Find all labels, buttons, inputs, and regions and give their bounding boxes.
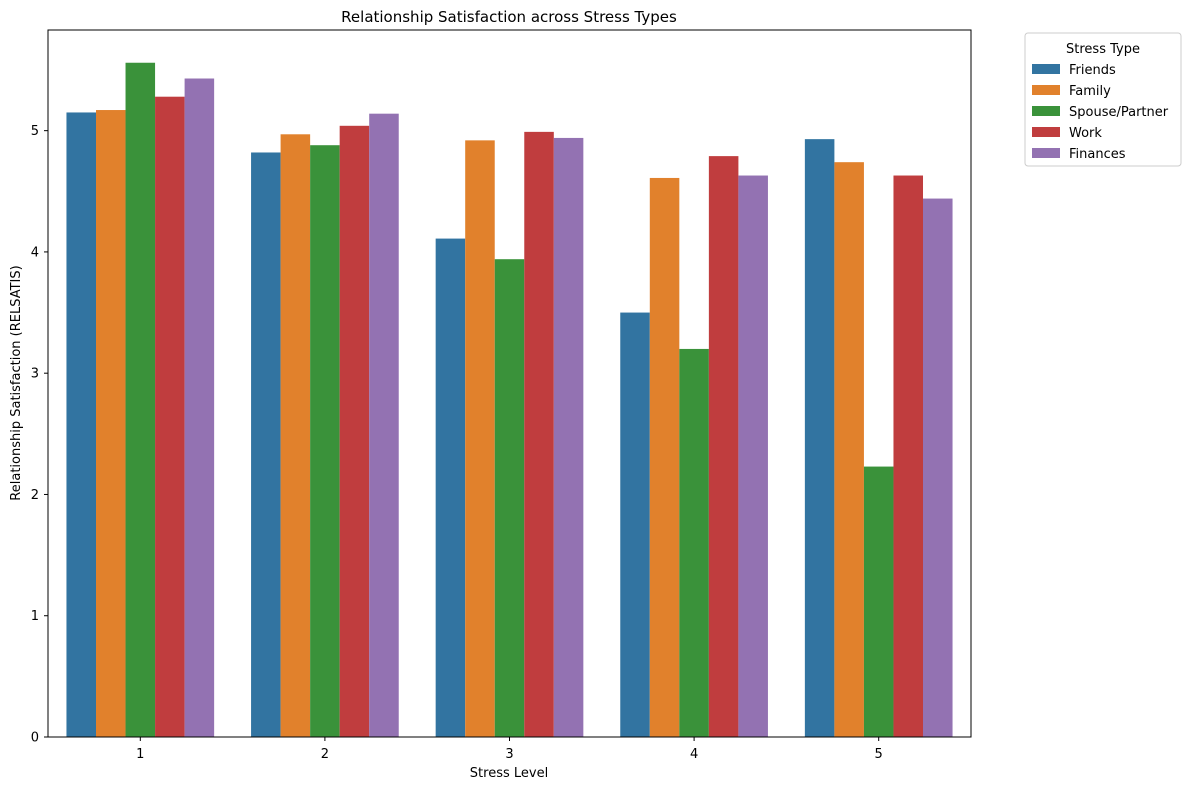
x-tick-label: 4 [690, 747, 698, 762]
y-tick-label: 0 [31, 731, 39, 746]
bar [649, 177, 680, 737]
bar [553, 137, 584, 737]
legend-label: Family [1069, 84, 1111, 99]
bar [369, 113, 399, 738]
bar [863, 466, 894, 737]
legend-label: Work [1069, 126, 1102, 141]
bar [804, 139, 835, 738]
legend-swatch [1032, 106, 1060, 116]
bar [524, 131, 554, 737]
legend-items: Friends Family Spouse/Partner Work Finances [1032, 63, 1169, 162]
bar [280, 134, 311, 737]
x-tick-label: 5 [875, 747, 883, 762]
bar [923, 198, 953, 737]
legend: Stress Type Friends Family Spouse/Partner W… [1024, 32, 1182, 167]
y-tick-label: 2 [31, 488, 39, 503]
y-axis-label: Relationship Satisfaction (RELSATIS) [9, 265, 24, 500]
bar [708, 156, 739, 738]
bar [893, 175, 924, 737]
y-tick-label: 5 [31, 124, 39, 139]
axes-layer: 0 1 2 3 4 5 1 2 3 4 5 [31, 29, 972, 762]
x-tick-label: 2 [321, 747, 329, 762]
bar [339, 125, 370, 738]
bar [66, 112, 96, 737]
legend-label: Friends [1069, 63, 1116, 78]
bar [465, 140, 495, 738]
bar [184, 78, 215, 738]
legend-label: Finances [1069, 147, 1126, 162]
bar [251, 152, 281, 737]
legend-swatch [1032, 85, 1060, 95]
bar [738, 175, 768, 737]
bar [679, 348, 709, 737]
y-tick-label: 3 [31, 367, 39, 382]
bar [155, 96, 185, 737]
legend-title: Stress Type [1066, 42, 1140, 57]
legend-swatch [1032, 148, 1060, 158]
x-tick-label: 3 [505, 747, 513, 762]
chart-title: Relationship Satisfaction across Stress … [341, 8, 677, 26]
legend-frame [1024, 32, 1182, 167]
bars-layer [66, 62, 953, 738]
x-tick-label: 1 [136, 747, 144, 762]
x-axis-label: Stress Level [470, 766, 548, 781]
legend-swatch [1032, 64, 1060, 74]
bar [834, 162, 864, 737]
legend-label: Spouse/Partner [1069, 105, 1169, 120]
bar [435, 238, 466, 737]
bar [494, 259, 525, 737]
y-tick-label: 4 [31, 245, 39, 260]
legend-swatch [1032, 127, 1060, 137]
bar [125, 62, 156, 737]
bar [310, 145, 340, 738]
bar [95, 110, 126, 738]
bar [620, 312, 650, 737]
y-tick-label: 1 [31, 609, 39, 624]
